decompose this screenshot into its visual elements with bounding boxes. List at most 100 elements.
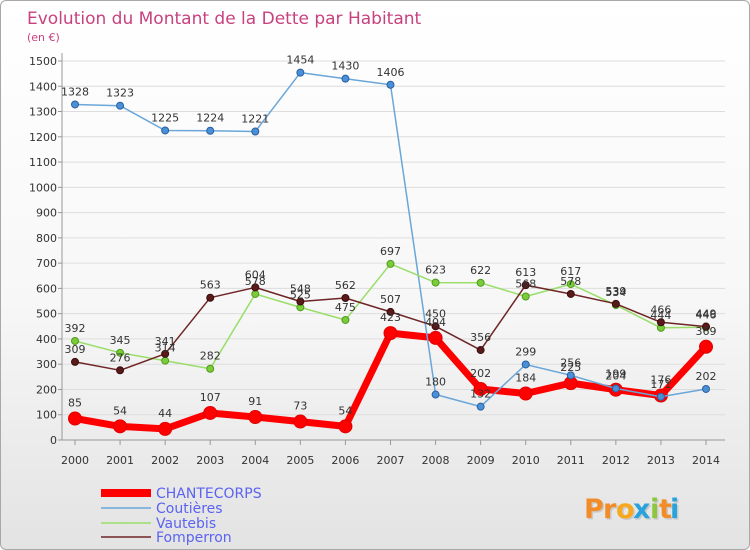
y-tick-label: 500 — [36, 308, 57, 321]
data-point — [296, 297, 305, 306]
data-point — [656, 392, 665, 401]
data-label: 345 — [110, 334, 131, 347]
data-label: 180 — [425, 376, 446, 389]
data-point — [386, 80, 395, 89]
data-label: 256 — [560, 356, 581, 369]
data-label: 466 — [650, 303, 671, 316]
legend-item-label: CHANTECORPS — [156, 486, 262, 502]
data-label: 563 — [200, 279, 221, 292]
data-label: 1454 — [286, 54, 314, 67]
data-label: 73 — [293, 400, 307, 413]
x-tick-label: 2000 — [61, 454, 89, 467]
data-label: 54 — [113, 404, 127, 417]
data-label: 225 — [560, 361, 581, 374]
x-tick-label: 2010 — [512, 454, 540, 467]
legend-item-label: Coutières — [156, 501, 223, 517]
data-label: 91 — [248, 395, 262, 408]
data-point — [521, 360, 530, 369]
chart-subtitle: (en €) — [27, 31, 60, 44]
data-label: 450 — [425, 307, 446, 320]
data-point — [473, 381, 488, 396]
data-point — [566, 289, 575, 298]
y-tick-label: 1000 — [29, 181, 57, 194]
logo-letter-shadow: o — [618, 496, 637, 527]
data-point — [338, 419, 353, 434]
data-point — [656, 318, 665, 327]
data-label: 507 — [380, 293, 401, 306]
logo-letter-shadow: x — [635, 496, 652, 527]
data-point — [71, 357, 79, 366]
y-tick-label: 200 — [36, 383, 57, 396]
data-point — [158, 421, 173, 436]
data-point — [206, 293, 215, 302]
data-label: 369 — [696, 325, 717, 338]
data-point — [566, 280, 575, 289]
y-tick-label: 300 — [36, 358, 57, 371]
data-label: 176 — [650, 374, 671, 387]
data-point — [386, 259, 395, 268]
x-tick-label: 2009 — [467, 454, 495, 467]
y-tick-label: 100 — [36, 409, 57, 422]
data-label: 1323 — [106, 87, 134, 100]
x-tick-label: 2006 — [331, 454, 359, 467]
data-label: 446 — [696, 308, 717, 321]
data-label: 578 — [560, 275, 581, 288]
data-label: 548 — [290, 283, 311, 296]
logo-letter: t — [659, 494, 672, 525]
logo-letter: i — [670, 494, 679, 525]
x-tick-label: 2001 — [106, 454, 134, 467]
logo-letter: o — [616, 494, 635, 525]
data-label: 276 — [110, 351, 131, 364]
x-tick-label: 2013 — [647, 454, 675, 467]
data-point — [203, 405, 218, 420]
data-label: 423 — [380, 311, 401, 324]
data-label: 1406 — [377, 66, 405, 79]
data-label: 404 — [425, 316, 446, 329]
logo-letter-shadow: t — [661, 496, 674, 527]
x-tick-label: 2004 — [241, 454, 269, 467]
data-point — [566, 371, 575, 380]
data-point — [116, 366, 125, 375]
y-tick-label: 400 — [36, 333, 57, 346]
data-point — [341, 294, 350, 303]
axes: 0 100 200 300 400 500 600 700 800 900 1000 1100 1200… — [29, 53, 725, 467]
data-point — [161, 126, 170, 135]
data-point — [702, 384, 710, 393]
data-label: 578 — [245, 275, 266, 288]
x-tick-label: 2005 — [286, 454, 314, 467]
logo-letter-shadow: P — [586, 496, 606, 527]
y-tick-label: 1100 — [29, 156, 57, 169]
data-point — [518, 386, 533, 401]
data-point — [428, 330, 443, 345]
data-label: 132 — [470, 388, 491, 401]
data-point — [68, 411, 82, 426]
data-point — [521, 292, 530, 301]
data-point — [476, 402, 485, 411]
data-point — [251, 127, 260, 136]
data-label: 282 — [200, 350, 221, 363]
logo-letter: r — [603, 494, 617, 525]
series-group — [68, 68, 713, 436]
x-tick-label: 2011 — [557, 454, 585, 467]
data-label: 623 — [425, 264, 446, 277]
data-label: 44 — [158, 407, 172, 420]
x-tick-label: 2007 — [377, 454, 405, 467]
logo-letter: i — [650, 494, 659, 525]
x-tick-label: 2012 — [602, 454, 630, 467]
data-point — [476, 278, 485, 287]
y-tick-label: 1400 — [29, 80, 57, 93]
x-tick-label: 2003 — [196, 454, 224, 467]
data-point — [341, 315, 350, 324]
data-label: 534 — [605, 286, 626, 299]
x-tick-label: 2002 — [151, 454, 179, 467]
data-point — [113, 419, 128, 434]
y-tick-label: 1500 — [29, 55, 57, 68]
data-point — [341, 74, 350, 83]
data-label: 617 — [560, 265, 581, 278]
y-tick-label: 1200 — [29, 131, 57, 144]
data-label: 697 — [380, 245, 401, 258]
y-tick-label: 600 — [36, 282, 57, 295]
y-tick-label: 700 — [36, 257, 57, 270]
data-label: 107 — [200, 391, 221, 404]
